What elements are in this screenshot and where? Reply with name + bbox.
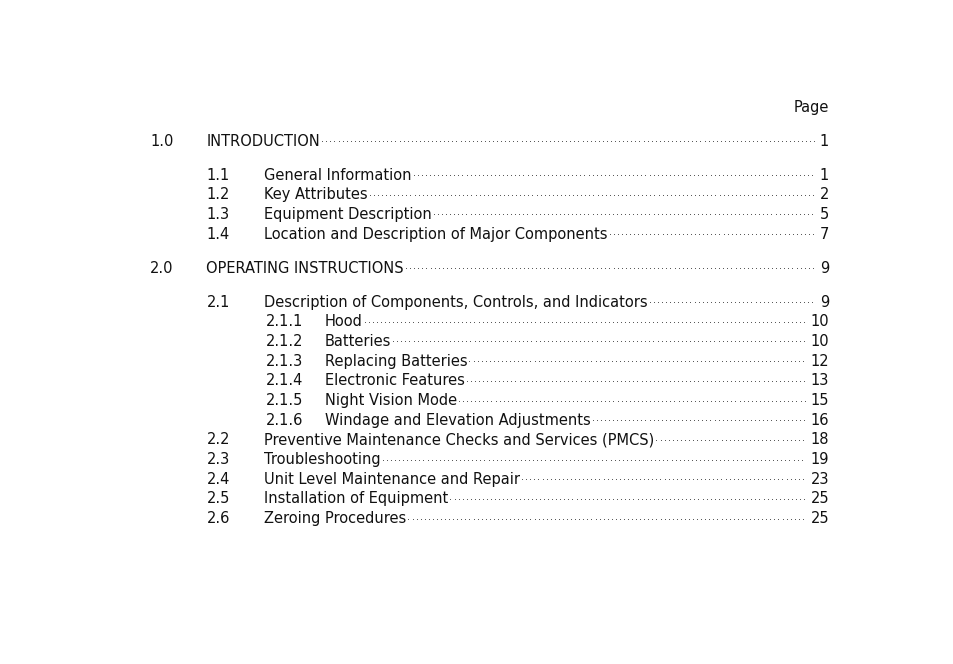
Text: 10: 10	[809, 314, 828, 329]
Text: OPERATING INSTRUCTIONS: OPERATING INSTRUCTIONS	[206, 260, 404, 276]
Text: Unit Level Maintenance and Repair: Unit Level Maintenance and Repair	[264, 471, 519, 487]
Text: 9: 9	[819, 295, 828, 309]
Text: General Information: General Information	[264, 167, 412, 183]
Text: 1.1: 1.1	[206, 167, 230, 183]
Text: 2.2: 2.2	[206, 432, 230, 448]
Text: 2.1.1: 2.1.1	[265, 314, 303, 329]
Text: 2.1.5: 2.1.5	[265, 393, 303, 408]
Text: 5: 5	[819, 207, 828, 222]
Text: 1: 1	[819, 167, 828, 183]
Text: Windage and Elevation Adjustments: Windage and Elevation Adjustments	[324, 413, 590, 428]
Text: Preventive Maintenance Checks and Services (PMCS): Preventive Maintenance Checks and Servic…	[264, 432, 654, 448]
Text: 15: 15	[810, 393, 828, 408]
Text: 1.4: 1.4	[206, 226, 230, 242]
Text: 1: 1	[819, 133, 828, 149]
Text: 10: 10	[809, 334, 828, 349]
Text: Night Vision Mode: Night Vision Mode	[324, 393, 456, 408]
Text: 2.3: 2.3	[206, 452, 230, 467]
Text: Batteries: Batteries	[324, 334, 391, 349]
Text: INTRODUCTION: INTRODUCTION	[206, 133, 320, 149]
Text: 2.1.3: 2.1.3	[265, 354, 302, 369]
Text: 2: 2	[819, 187, 828, 203]
Text: 18: 18	[810, 432, 828, 448]
Text: 1.3: 1.3	[206, 207, 230, 222]
Text: 9: 9	[819, 260, 828, 276]
Text: 23: 23	[810, 471, 828, 487]
Text: Equipment Description: Equipment Description	[264, 207, 432, 222]
Text: 19: 19	[810, 452, 828, 467]
Text: 1.0: 1.0	[151, 133, 173, 149]
Text: Hood: Hood	[324, 314, 362, 329]
Text: 1.2: 1.2	[206, 187, 230, 203]
Text: Electronic Features: Electronic Features	[324, 373, 464, 388]
Text: Installation of Equipment: Installation of Equipment	[264, 491, 448, 507]
Text: Replacing Batteries: Replacing Batteries	[324, 354, 467, 369]
Text: 2.4: 2.4	[206, 471, 230, 487]
Text: 13: 13	[810, 373, 828, 388]
Text: 2.1: 2.1	[206, 295, 230, 309]
Text: 2.1.4: 2.1.4	[265, 373, 303, 388]
Text: 12: 12	[809, 354, 828, 369]
Text: 16: 16	[810, 413, 828, 428]
Text: 2.0: 2.0	[151, 260, 173, 276]
Text: 2.1.6: 2.1.6	[265, 413, 303, 428]
Text: 25: 25	[809, 491, 828, 507]
Text: 2.1.2: 2.1.2	[265, 334, 303, 349]
Text: Page: Page	[793, 100, 828, 116]
Text: 7: 7	[819, 226, 828, 242]
Text: 25: 25	[809, 511, 828, 526]
Text: Description of Components, Controls, and Indicators: Description of Components, Controls, and…	[264, 295, 647, 309]
Text: Location and Description of Major Components: Location and Description of Major Compon…	[264, 226, 607, 242]
Text: Troubleshooting: Troubleshooting	[264, 452, 380, 467]
Text: Zeroing Procedures: Zeroing Procedures	[264, 511, 406, 526]
Text: Key Attributes: Key Attributes	[264, 187, 368, 203]
Text: 2.6: 2.6	[206, 511, 230, 526]
Text: 2.5: 2.5	[206, 491, 230, 507]
